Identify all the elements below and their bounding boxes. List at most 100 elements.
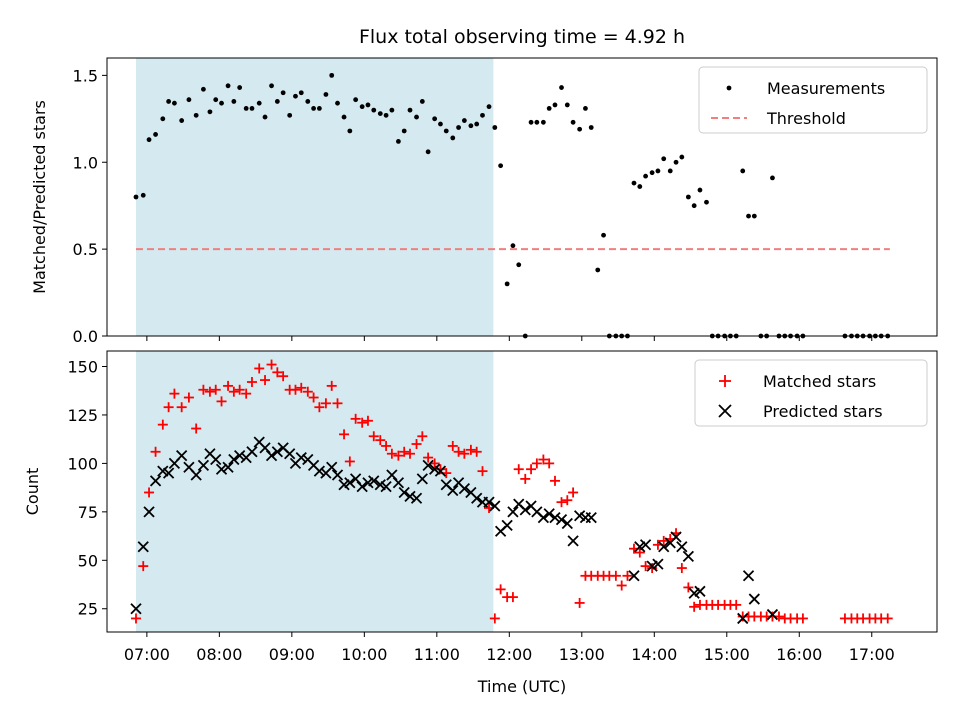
- x-b: [331, 469, 344, 481]
- matched-star-point: [435, 464, 446, 475]
- matched-star-point: [130, 613, 141, 624]
- measurement-point: [697, 187, 703, 193]
- measurement-point: [655, 168, 661, 174]
- x-b: [513, 498, 525, 510]
- measurement-point: [552, 102, 558, 108]
- matched-star-point: [447, 440, 458, 451]
- y-tick-label: 50: [78, 551, 98, 570]
- predicted-star-point: [222, 461, 234, 473]
- matched-star-point: [489, 613, 500, 624]
- x-tick-label: 13:00: [559, 645, 605, 664]
- matched-star-point: [731, 599, 742, 610]
- x-b: [452, 477, 465, 489]
- predicted-star-point: [519, 504, 531, 516]
- legend-marker: [726, 85, 732, 91]
- plot-frame: [106, 350, 938, 633]
- measurement-point: [316, 105, 322, 111]
- measurement-point: [510, 243, 516, 249]
- x-b: [694, 585, 706, 597]
- predicted-star-point: [737, 612, 749, 625]
- matched-star-point: [326, 380, 337, 391]
- measurement-point: [631, 180, 637, 186]
- predicted-star-point: [368, 475, 380, 487]
- x-b: [295, 451, 307, 464]
- predicted-star-point: [271, 446, 283, 458]
- measurement-point: [559, 85, 564, 90]
- measurement-point: [649, 170, 655, 176]
- predicted-star-point: [246, 446, 258, 458]
- measurement-point: [504, 281, 510, 287]
- x-b: [350, 473, 362, 485]
- measurement-point: [498, 163, 504, 169]
- y-tick-label: 125: [67, 406, 98, 425]
- measurement-point: [231, 99, 237, 104]
- matched-star-point: [411, 439, 422, 450]
- predicted-star-point: [331, 469, 344, 481]
- x-b: [561, 517, 573, 530]
- x-b: [356, 481, 368, 493]
- x-b: [386, 469, 398, 481]
- measurement-point: [311, 105, 316, 111]
- matched-star-point: [296, 382, 307, 393]
- measurement-point: [166, 99, 172, 104]
- measurement-point: [492, 125, 498, 130]
- predicted-star-point: [537, 512, 550, 524]
- measurement-point: [193, 112, 199, 118]
- x-b: [368, 475, 380, 487]
- chart-title: Flux total observing time = 4.92 h: [359, 26, 685, 48]
- matched-star-point: [368, 431, 379, 442]
- x-b: [737, 612, 749, 625]
- predicted-star-point: [483, 496, 495, 508]
- measurement-point: [256, 100, 262, 106]
- measurement-point: [262, 114, 268, 120]
- x-b: [326, 461, 338, 473]
- x-b: [271, 446, 283, 458]
- matched-star-point: [254, 363, 265, 374]
- matched-star-point: [216, 396, 227, 407]
- measurement-point: [661, 156, 667, 162]
- matched-star-point: [549, 475, 560, 486]
- measurement-point: [407, 107, 413, 113]
- flux-ratio-panel: 0.0 0.5 1.0 1.5 Flux total observing time =…: [30, 26, 938, 346]
- matched-star-point: [882, 613, 893, 624]
- predicted-star-point: [628, 570, 640, 582]
- x-b: [555, 513, 568, 526]
- predicted-star-point: [501, 519, 513, 532]
- predicted-star-point: [489, 500, 501, 512]
- predicted-star-point: [458, 482, 471, 495]
- matched-star-point: [198, 384, 209, 395]
- x-b: [222, 461, 234, 473]
- x-b: [628, 570, 640, 582]
- x-b: [658, 541, 670, 553]
- count-marks: [130, 359, 893, 625]
- predicted-star-point: [543, 508, 555, 520]
- measurement-point: [546, 105, 552, 111]
- x-b: [162, 467, 175, 479]
- x-b: [434, 465, 447, 477]
- predicted-star-point: [748, 593, 760, 605]
- x-b: [440, 479, 452, 491]
- x-b: [344, 477, 356, 489]
- x-tick-label: 14:00: [631, 645, 677, 664]
- x-b: [259, 442, 271, 454]
- x-b: [137, 541, 149, 553]
- predicted-star-point: [416, 473, 428, 485]
- measurement-point: [383, 112, 389, 118]
- legend-box: [698, 66, 928, 134]
- matched-star-point: [266, 359, 277, 370]
- predicted-star-point: [682, 550, 694, 563]
- y-tick-label: 1.0: [73, 153, 98, 172]
- x-b: [567, 535, 579, 547]
- measurement-point: [347, 128, 353, 134]
- measurement-point: [323, 92, 329, 97]
- measurement-point: [133, 194, 139, 200]
- x-tick-label: 08:00: [196, 645, 242, 664]
- x-b: [265, 450, 278, 462]
- matched-star-point: [393, 450, 404, 461]
- matched-star-point: [272, 367, 283, 378]
- x-b: [157, 465, 169, 477]
- matched-star-point: [797, 613, 808, 624]
- matched-star-point: [568, 487, 579, 498]
- matched-star-point: [183, 392, 194, 403]
